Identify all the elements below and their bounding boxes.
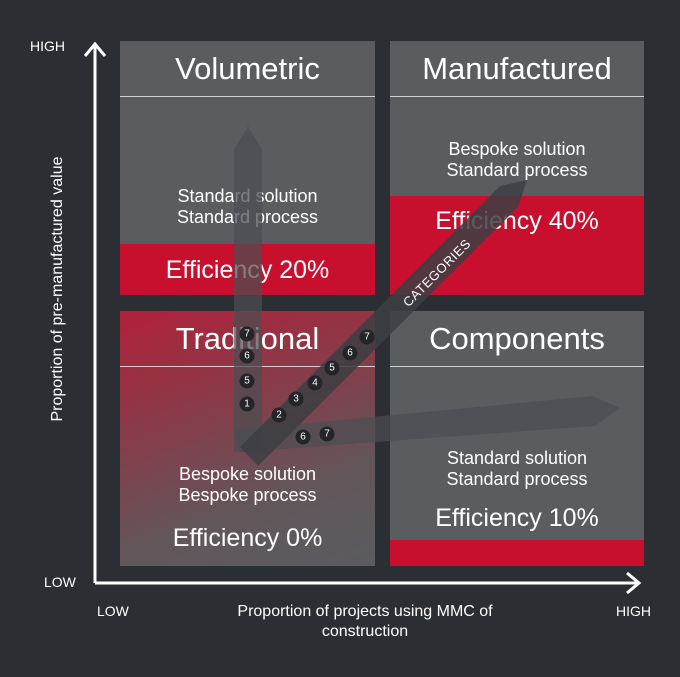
- y-axis: [83, 41, 107, 583]
- vertical-category-arrow: [234, 126, 262, 452]
- quadrant-title-components: Components: [390, 311, 644, 367]
- x-axis-high-label: HIGH: [616, 603, 651, 619]
- categories-label: CATEGORIES: [400, 236, 474, 310]
- diagonal-marker-label: 6: [347, 348, 353, 359]
- quadrant-desc-manufactured: Bespoke solution Standard process: [390, 139, 644, 181]
- efficiency-traditional: Efficiency 0%: [172, 524, 323, 552]
- diagonal-marker-label: 3: [293, 394, 299, 405]
- desc-line-1: Bespoke solution: [178, 464, 317, 484]
- efficiency-components: Efficiency 10%: [435, 504, 599, 532]
- y-axis-low-label: LOW: [44, 574, 76, 590]
- vertical-marker-label: 6: [244, 351, 250, 362]
- y-axis-high-label: HIGH: [30, 38, 65, 54]
- diagonal-marker-label: 5: [329, 363, 335, 374]
- quadrant-desc-components: Standard solution Standard process: [390, 448, 644, 490]
- vertical-marker-label: 5: [244, 376, 250, 387]
- x-axis-title-line-2: construction: [321, 623, 409, 640]
- x-axis-low-label: LOW: [97, 603, 129, 619]
- y-axis-title: Proportion of pre-manufactured value: [49, 156, 66, 422]
- x-axis-title: Proportion of projects using MMC of cons…: [180, 602, 550, 642]
- desc-line-1: Bespoke solution: [448, 139, 586, 159]
- vertical-marker-label: 1: [244, 399, 250, 410]
- desc-line-1: Standard solution: [446, 448, 588, 468]
- vertical-arrow-markers: [239, 326, 255, 412]
- diagonal-category-arrow: [240, 180, 527, 466]
- diagonal-arrow-markers: [271, 329, 375, 423]
- horizontal-arrow-markers: [295, 426, 335, 445]
- vertical-marker-label: 7: [244, 329, 250, 340]
- diagonal-marker-label: 2: [276, 410, 282, 421]
- horizontal-marker-label: 7: [324, 429, 330, 440]
- horizontal-marker-label: 6: [300, 432, 306, 443]
- quadrant-title-manufactured: Manufactured: [390, 41, 644, 97]
- quadrant-desc-traditional: Bespoke solution Bespoke process: [120, 464, 375, 506]
- diagonal-marker-label: 4: [312, 378, 318, 389]
- desc-line-2: Standard process: [446, 469, 588, 489]
- x-axis: [95, 571, 642, 595]
- x-axis-title-line-1: Proportion of projects using MMC of: [237, 603, 493, 620]
- diagonal-marker-label: 7: [364, 332, 370, 343]
- quadrant-components: Components Standard solution Standard pr…: [390, 311, 644, 566]
- quadrant-title-volumetric: Volumetric: [120, 41, 375, 97]
- desc-line-2: Bespoke process: [178, 485, 317, 505]
- efficiency-band-components: [390, 540, 644, 566]
- desc-line-2: Standard process: [446, 160, 588, 180]
